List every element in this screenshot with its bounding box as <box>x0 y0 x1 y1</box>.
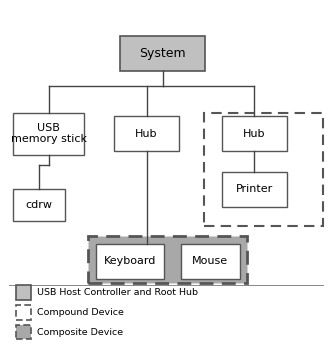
Text: USB Host Controller and Root Hub: USB Host Controller and Root Hub <box>37 288 198 297</box>
Text: Compound Device: Compound Device <box>37 308 124 317</box>
Bar <box>16 325 31 339</box>
Text: Composite Device: Composite Device <box>37 327 123 337</box>
Bar <box>204 113 323 226</box>
Bar <box>88 236 247 283</box>
Bar <box>13 190 65 221</box>
Bar <box>13 113 84 154</box>
Bar <box>114 116 179 151</box>
Text: cdrw: cdrw <box>25 200 52 210</box>
Bar <box>96 244 164 279</box>
Text: Mouse: Mouse <box>192 256 228 266</box>
Text: System: System <box>140 47 186 60</box>
Bar <box>221 116 287 151</box>
Bar <box>181 244 240 279</box>
Text: Keyboard: Keyboard <box>104 256 156 266</box>
Bar <box>16 305 31 320</box>
Text: Hub: Hub <box>243 128 265 139</box>
Bar <box>120 36 205 71</box>
Text: Printer: Printer <box>236 185 273 194</box>
Bar <box>221 172 287 207</box>
Text: USB
memory stick: USB memory stick <box>11 123 86 144</box>
Bar <box>16 285 31 300</box>
Text: Hub: Hub <box>135 128 158 139</box>
